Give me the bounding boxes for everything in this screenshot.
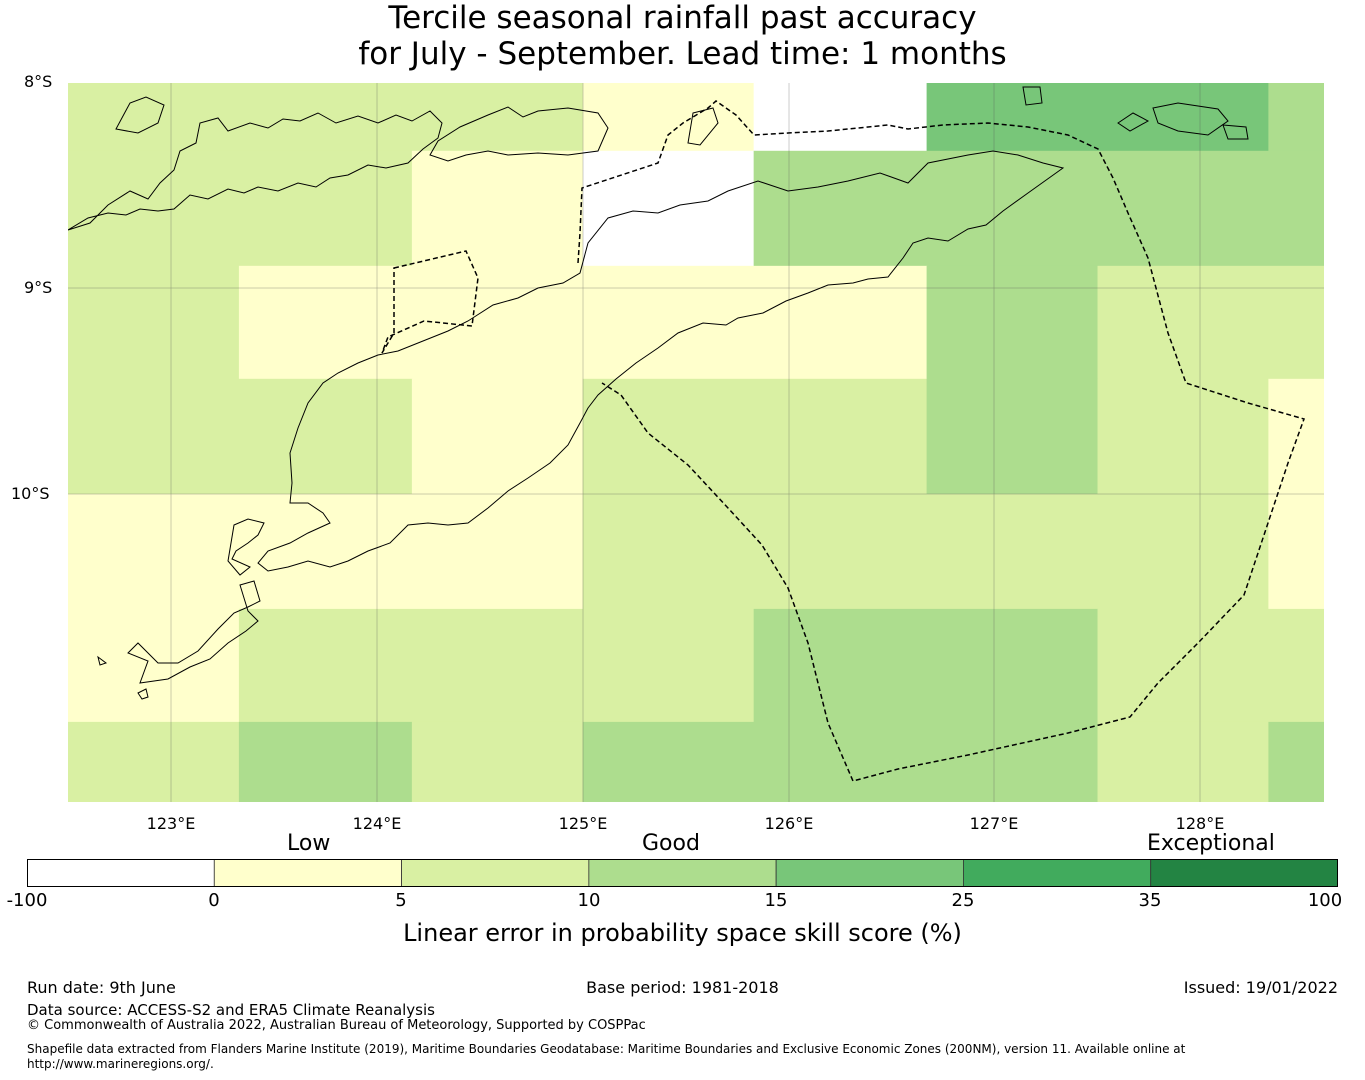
lon-label-123e: 123°E <box>146 814 196 833</box>
skill-cell <box>926 265 1099 380</box>
shapefile-credit-line1: Shapefile data extracted from Flanders M… <box>27 1042 1186 1056</box>
colorbar-frame <box>27 859 1338 887</box>
lon-label-124e: 124°E <box>352 814 402 833</box>
skill-cell <box>68 378 413 495</box>
map-title-line2: for July - September. Lead time: 1 month… <box>358 36 1007 72</box>
skill-cell <box>411 721 584 802</box>
colorbar-tick-0: 0 <box>208 890 220 911</box>
skill-cell <box>411 150 584 267</box>
coastline-islet-2 <box>687 107 719 146</box>
colorbar-tick-10: 10 <box>577 890 601 911</box>
coastline-alor <box>429 106 609 162</box>
coastline-islet-6 <box>137 688 149 700</box>
skill-cell <box>1268 83 1324 152</box>
lon-label-128e: 128°E <box>1175 814 1225 833</box>
lat-label-8s: 8°S <box>24 72 53 91</box>
colorbar-segment <box>27 859 215 887</box>
lat-label-9s: 9°S <box>24 278 53 297</box>
skill-cell <box>1097 378 1269 495</box>
map-gridlines <box>68 83 1324 802</box>
coastline-ndao <box>97 655 108 666</box>
lon-label-127e: 127°E <box>969 814 1019 833</box>
skill-cell <box>753 150 1324 267</box>
map-title-line1: Tercile seasonal rainfall past accuracy <box>388 0 977 36</box>
colorbar-tick-25: 25 <box>951 890 975 911</box>
skill-cell <box>1097 721 1269 802</box>
skill-cell <box>238 721 413 802</box>
colorbar-tick-15: 15 <box>764 890 788 911</box>
skill-cell <box>68 608 240 723</box>
shapefile-credit-line2: http://www.marineregions.org/. <box>27 1057 214 1071</box>
copyright: © Commonwealth of Australia 2022, Austra… <box>27 1018 646 1033</box>
colorbar-tick-5: 5 <box>395 890 407 911</box>
lon-label-125e: 125°E <box>558 814 608 833</box>
colorbar-category-exceptional: Exceptional <box>1147 831 1275 856</box>
lon-label-126e: 126°E <box>764 814 814 833</box>
colorbar-segment <box>963 859 1152 887</box>
colorbar-segment <box>775 859 964 887</box>
skill-cell <box>68 721 240 802</box>
skill-grid-cells <box>68 83 1324 802</box>
eez-boundary-north <box>577 100 1305 782</box>
skill-cell <box>1268 378 1324 495</box>
colorbar-tick-100: 100 <box>1307 890 1343 911</box>
coastline-flores <box>68 110 443 231</box>
skill-cell <box>753 608 1099 723</box>
coastline-islet-5 <box>1022 86 1043 106</box>
colorbar-segment <box>401 859 590 887</box>
data-source: Data source: ACCESS-S2 and ERA5 Climate … <box>27 1001 435 1019</box>
coastline-rote <box>127 580 261 684</box>
skill-cell <box>753 83 928 152</box>
run-date: Run date: 9th June <box>27 978 176 997</box>
colorbar-category-low: Low <box>287 831 331 856</box>
colorbar-label: Linear error in probability space skill … <box>403 919 962 947</box>
colorbar-segment <box>588 859 777 887</box>
skill-cell <box>582 83 755 152</box>
coastline-semau <box>227 518 265 576</box>
colorbar-segments <box>27 859 1338 887</box>
skill-cell <box>582 493 1269 610</box>
coastline-islet-1 <box>115 96 165 134</box>
colorbar-category-good: Good <box>642 831 700 856</box>
coastlines <box>68 86 1249 700</box>
colorbar-tick-neg100: -100 <box>6 890 48 911</box>
skill-cell <box>68 265 240 380</box>
colorbar-tick-35: 35 <box>1138 890 1162 911</box>
base-period: Base period: 1981-2018 <box>586 978 779 997</box>
skill-cell <box>582 150 755 267</box>
skill-cell <box>582 721 1099 802</box>
skill-cell <box>411 378 584 495</box>
skill-cell <box>582 378 928 495</box>
skill-cell <box>1097 608 1324 723</box>
colorbar-segment <box>1150 859 1338 887</box>
skill-cell <box>68 493 584 610</box>
skill-cell <box>1268 493 1324 610</box>
skill-cell <box>1097 265 1324 380</box>
colorbar-segment <box>213 859 402 887</box>
lat-label-10s: 10°S <box>11 484 50 503</box>
coastline-islet-3 <box>1117 112 1150 132</box>
skill-cell <box>926 83 1269 152</box>
eez-boundary-oecusse <box>381 250 479 354</box>
coastline-wetar <box>1152 102 1229 136</box>
eez-boundaries <box>381 100 1305 782</box>
skill-cell <box>926 378 1099 495</box>
issued-date: Issued: 19/01/2022 <box>1183 978 1338 997</box>
skill-cell <box>238 608 755 723</box>
skill-map <box>68 83 1324 802</box>
coastline-timor <box>257 150 1065 572</box>
coastline-islet-4 <box>1222 124 1249 140</box>
skill-cell <box>68 150 413 267</box>
skill-cell <box>1268 721 1324 802</box>
colorbar <box>27 859 1338 887</box>
